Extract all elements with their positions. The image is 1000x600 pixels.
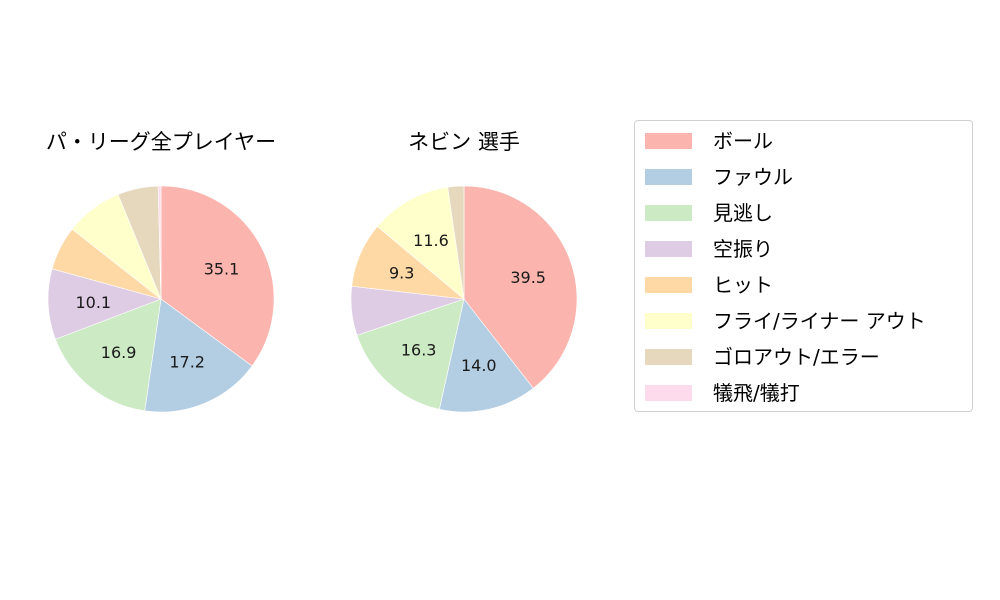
legend-swatch	[645, 169, 692, 185]
pie-slice-label: 9.3	[389, 263, 414, 282]
legend-swatch	[645, 241, 692, 257]
pie-slice-label: 10.1	[75, 293, 111, 312]
pie-slice	[47, 268, 162, 340]
pie-slice	[447, 185, 465, 300]
pie-slice-label: 17.2	[169, 353, 205, 372]
pie-slice	[376, 186, 465, 300]
legend: ボールファウル見逃し空振りヒットフライ/ライナー アウト ゴロアウト/エラー 犠飛/…	[634, 120, 973, 412]
pie-slice	[356, 298, 465, 410]
pie-slice	[463, 185, 578, 389]
legend-label: ヒット	[713, 273, 773, 297]
pie-slice-label: 16.3	[401, 340, 437, 359]
pie-slice	[157, 185, 162, 300]
pie-slice	[438, 298, 534, 413]
pie-slice-label: 11.6	[413, 231, 449, 250]
legend-swatch	[645, 385, 692, 401]
pie-chart-player: 39.5 14.0 16.3 9.3 11.6	[350, 185, 578, 413]
pie-slice	[144, 298, 253, 413]
legend-swatch	[645, 313, 692, 329]
legend-label: ファウル	[713, 165, 793, 189]
pie-chart-league: 35.1 17.2 16.9 10.1	[47, 185, 275, 413]
legend-label: 空振り	[713, 237, 773, 261]
pie-slice	[55, 298, 162, 412]
pie-slice	[160, 185, 275, 367]
legend-label: ボール	[713, 129, 773, 153]
legend-swatch	[645, 133, 692, 149]
pie-slice-label: 35.1	[204, 259, 240, 278]
chart-title-player: ネビン 選手	[408, 130, 520, 154]
legend-label: 見逃し	[713, 201, 773, 225]
legend-label: フライ/ライナー アウト	[713, 309, 926, 333]
legend-swatch	[645, 277, 692, 293]
pie-slice-label: 14.0	[461, 356, 497, 375]
pie-slice-label: 39.5	[510, 268, 546, 287]
legend-swatch	[645, 349, 692, 365]
legend-label: 犠飛/犠打	[713, 381, 800, 405]
legend-swatch	[645, 205, 692, 221]
legend-label: ゴロアウト/エラー	[713, 345, 880, 369]
pie-slice-label: 16.9	[101, 343, 137, 362]
chart-title-league: パ・リーグ全プレイヤー	[45, 130, 277, 154]
